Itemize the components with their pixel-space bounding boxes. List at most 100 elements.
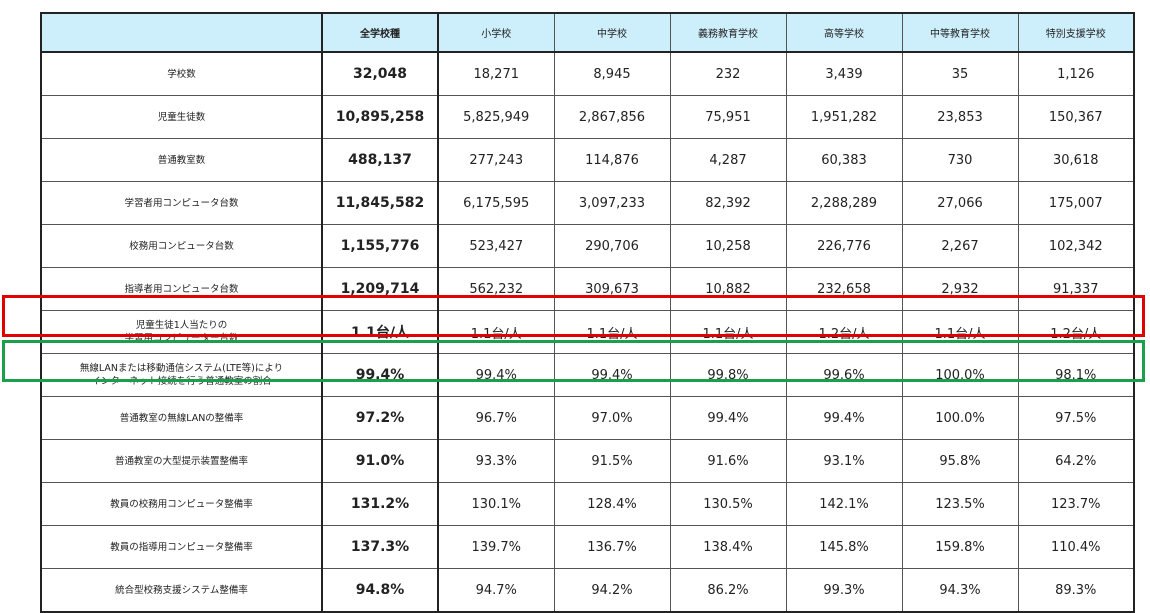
- value-cell: 136.7%: [553, 525, 671, 569]
- value-cell: 2,867,856: [553, 95, 671, 139]
- value-cell: 18,271: [437, 51, 555, 96]
- value-cell: 2,288,289: [785, 181, 903, 225]
- value-cell: 99.8%: [669, 353, 787, 397]
- table-row: 普通教室の大型提示装置整備率 91.0% 93.3% 91.5% 91.6% 93.1% 9…: [40, 439, 1135, 483]
- table-row: 学校数 32,048 18,271 8,945 232 3,439 35 1,126: [40, 51, 1135, 96]
- value-cell: 277,243: [437, 138, 555, 182]
- value-cell: 128.4%: [553, 482, 671, 526]
- value-cell: 99.3%: [785, 568, 903, 613]
- value-cell: 94.3%: [901, 568, 1019, 613]
- value-cell: 730: [901, 138, 1019, 182]
- value-cell: 99.4%: [669, 396, 787, 440]
- value-cell: 5,825,949: [437, 95, 555, 139]
- row-label: 教員の指導用コンピュータ整備率: [40, 525, 323, 569]
- value-cell: 130.1%: [437, 482, 555, 526]
- table-row: 教員の校務用コンピュータ整備率 131.2% 130.1% 128.4% 130.5% 1…: [40, 482, 1135, 526]
- value-cell: 1.2台/人: [1017, 310, 1135, 354]
- column-header: 特別支援学校: [1017, 12, 1135, 53]
- value-cell: 3,439: [785, 51, 903, 96]
- table-row: 指導者用コンピュータ台数 1,209,714 562,232 309,673 10,88…: [40, 267, 1135, 311]
- value-cell: 226,776: [785, 224, 903, 268]
- total-cell: 91.0%: [321, 439, 439, 483]
- column-header: 小学校: [437, 12, 555, 53]
- value-cell: 6,175,595: [437, 181, 555, 225]
- value-cell: 232,658: [785, 267, 903, 311]
- value-cell: 102,342: [1017, 224, 1135, 268]
- value-cell: 123.7%: [1017, 482, 1135, 526]
- value-cell: 3,097,233: [553, 181, 671, 225]
- total-cell: 94.8%: [321, 568, 439, 613]
- total-cell: 10,895,258: [321, 95, 439, 139]
- value-cell: 96.7%: [437, 396, 555, 440]
- column-header: 中等教育学校: [901, 12, 1019, 53]
- row-label: 普通教室の無線LANの整備率: [40, 396, 323, 440]
- row-label: 教員の校務用コンピュータ整備率: [40, 482, 323, 526]
- header-row: 全学校種 小学校 中学校 義務教育学校 高等学校 中等教育学校 特別支援学校: [40, 12, 1135, 53]
- value-cell: 142.1%: [785, 482, 903, 526]
- value-cell: 30,618: [1017, 138, 1135, 182]
- value-cell: 2,267: [901, 224, 1019, 268]
- value-cell: 94.7%: [437, 568, 555, 613]
- value-cell: 86.2%: [669, 568, 787, 613]
- value-cell: 145.8%: [785, 525, 903, 569]
- table-row: 教員の指導用コンピュータ整備率 137.3% 139.7% 136.7% 138.4% 1…: [40, 525, 1135, 569]
- value-cell: 95.8%: [901, 439, 1019, 483]
- value-cell: 64.2%: [1017, 439, 1135, 483]
- statistics-table: 全学校種 小学校 中学校 義務教育学校 高等学校 中等教育学校 特別支援学校 学校数 32,0…: [40, 12, 1135, 613]
- row-label: 学習者用コンピュータ台数: [40, 181, 323, 225]
- table-row: 無線LANまたは移動通信システム(LTE等)により インターネット接続を行う普通…: [40, 353, 1135, 397]
- value-cell: 1,126: [1017, 51, 1135, 96]
- value-cell: 75,951: [669, 95, 787, 139]
- value-cell: 1,951,282: [785, 95, 903, 139]
- value-cell: 8,945: [553, 51, 671, 96]
- total-cell: 1,155,776: [321, 224, 439, 268]
- value-cell: 35: [901, 51, 1019, 96]
- value-cell: 139.7%: [437, 525, 555, 569]
- column-header: 義務教育学校: [669, 12, 787, 53]
- value-cell: 110.4%: [1017, 525, 1135, 569]
- total-cell: 137.3%: [321, 525, 439, 569]
- value-cell: 2,932: [901, 267, 1019, 311]
- value-cell: 97.5%: [1017, 396, 1135, 440]
- total-cell: 488,137: [321, 138, 439, 182]
- table-row: 統合型校務支援システム整備率 94.8% 94.7% 94.2% 86.2% 99.3% 9…: [40, 568, 1135, 613]
- row-label: 普通教室数: [40, 138, 323, 182]
- value-cell: 4,287: [669, 138, 787, 182]
- table-row: 学習者用コンピュータ台数 11,845,582 6,175,595 3,097,233…: [40, 181, 1135, 225]
- value-cell: 99.4%: [785, 396, 903, 440]
- value-cell: 1.1台/人: [553, 310, 671, 354]
- red-highlight-box: [2, 295, 1145, 337]
- value-cell: 97.0%: [553, 396, 671, 440]
- value-cell: 91.6%: [669, 439, 787, 483]
- value-cell: 562,232: [437, 267, 555, 311]
- green-highlight-box: [2, 340, 1145, 382]
- value-cell: 175,007: [1017, 181, 1135, 225]
- table-row: 普通教室数 488,137 277,243 114,876 4,287 60,383 730…: [40, 138, 1135, 182]
- total-cell: 32,048: [321, 51, 439, 96]
- value-cell: 114,876: [553, 138, 671, 182]
- column-header: 中学校: [553, 12, 671, 53]
- total-cell: 1,209,714: [321, 267, 439, 311]
- value-cell: 98.1%: [1017, 353, 1135, 397]
- total-cell: 1.1台/人: [321, 310, 439, 354]
- row-label: 学校数: [40, 51, 323, 96]
- value-cell: 99.4%: [553, 353, 671, 397]
- column-header: 全学校種: [321, 12, 439, 53]
- value-cell: 89.3%: [1017, 568, 1135, 613]
- value-cell: 94.2%: [553, 568, 671, 613]
- value-cell: 82,392: [669, 181, 787, 225]
- table-row: 児童生徒数 10,895,258 5,825,949 2,867,856 75,951 1…: [40, 95, 1135, 139]
- row-label: 普通教室の大型提示装置整備率: [40, 439, 323, 483]
- table-row: 普通教室の無線LANの整備率 97.2% 96.7% 97.0% 99.4% 99.4% 1…: [40, 396, 1135, 440]
- value-cell: 523,427: [437, 224, 555, 268]
- row-label: 統合型校務支援システム整備率: [40, 568, 323, 613]
- value-cell: 150,367: [1017, 95, 1135, 139]
- table-row: 校務用コンピュータ台数 1,155,776 523,427 290,706 10,258…: [40, 224, 1135, 268]
- value-cell: 138.4%: [669, 525, 787, 569]
- value-cell: 27,066: [901, 181, 1019, 225]
- row-label: 児童生徒数: [40, 95, 323, 139]
- value-cell: 60,383: [785, 138, 903, 182]
- value-cell: 130.5%: [669, 482, 787, 526]
- value-cell: 123.5%: [901, 482, 1019, 526]
- value-cell: 23,853: [901, 95, 1019, 139]
